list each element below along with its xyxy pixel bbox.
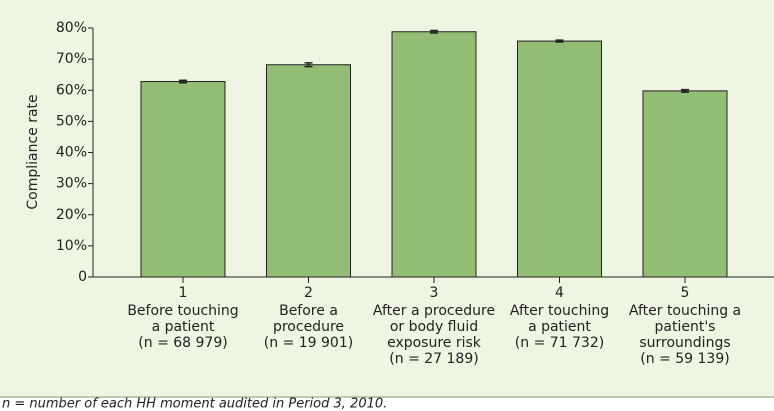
x-tick-description: a patient (152, 319, 215, 335)
x-tick-label: 5 (681, 285, 690, 301)
x-tick-description: procedure (273, 319, 344, 335)
y-tick-label: 70% (56, 51, 87, 67)
y-tick-label: 20% (56, 207, 87, 223)
x-tick-description: (n = 71 732) (515, 335, 604, 351)
x-tick-description: patient's (655, 319, 716, 335)
y-tick-label: 10% (56, 238, 87, 254)
x-tick-description: Before a (279, 303, 338, 319)
y-tick-label: 80% (56, 20, 87, 36)
y-tick-label: 50% (56, 113, 87, 129)
x-tick-description: Before touching (127, 303, 238, 319)
y-tick-label: 60% (56, 82, 87, 98)
bar (266, 64, 351, 278)
bar (642, 90, 728, 278)
x-tick-description: or body fluid (390, 319, 478, 335)
x-tick-description: (n = 27 189) (389, 351, 478, 367)
x-tick-description: After touching a (629, 303, 741, 319)
bar (140, 81, 226, 278)
x-tick-description: exposure risk (387, 335, 482, 351)
x-tick-description: a patient (528, 319, 591, 335)
y-tick-label: 0 (78, 269, 87, 285)
x-tick-description: surroundings (639, 335, 730, 351)
x-tick-description: (n = 68 979) (138, 335, 227, 351)
y-axis-label: Compliance rate (25, 94, 41, 209)
x-tick-description: After a procedure (373, 303, 495, 319)
x-tick-label: 1 (179, 285, 188, 301)
x-tick-description: After touching (510, 303, 609, 319)
footnote: n = number of each HH moment audited in … (2, 397, 387, 411)
bar (391, 31, 477, 278)
x-tick-label: 4 (555, 285, 564, 301)
y-tick-label: 40% (56, 145, 87, 161)
y-tick-label: 30% (56, 176, 87, 192)
x-tick-label: 3 (430, 285, 439, 301)
x-tick-description: (n = 59 139) (640, 351, 729, 367)
x-tick-description: (n = 19 901) (264, 335, 353, 351)
x-tick-label: 2 (304, 285, 313, 301)
bar (517, 40, 602, 278)
